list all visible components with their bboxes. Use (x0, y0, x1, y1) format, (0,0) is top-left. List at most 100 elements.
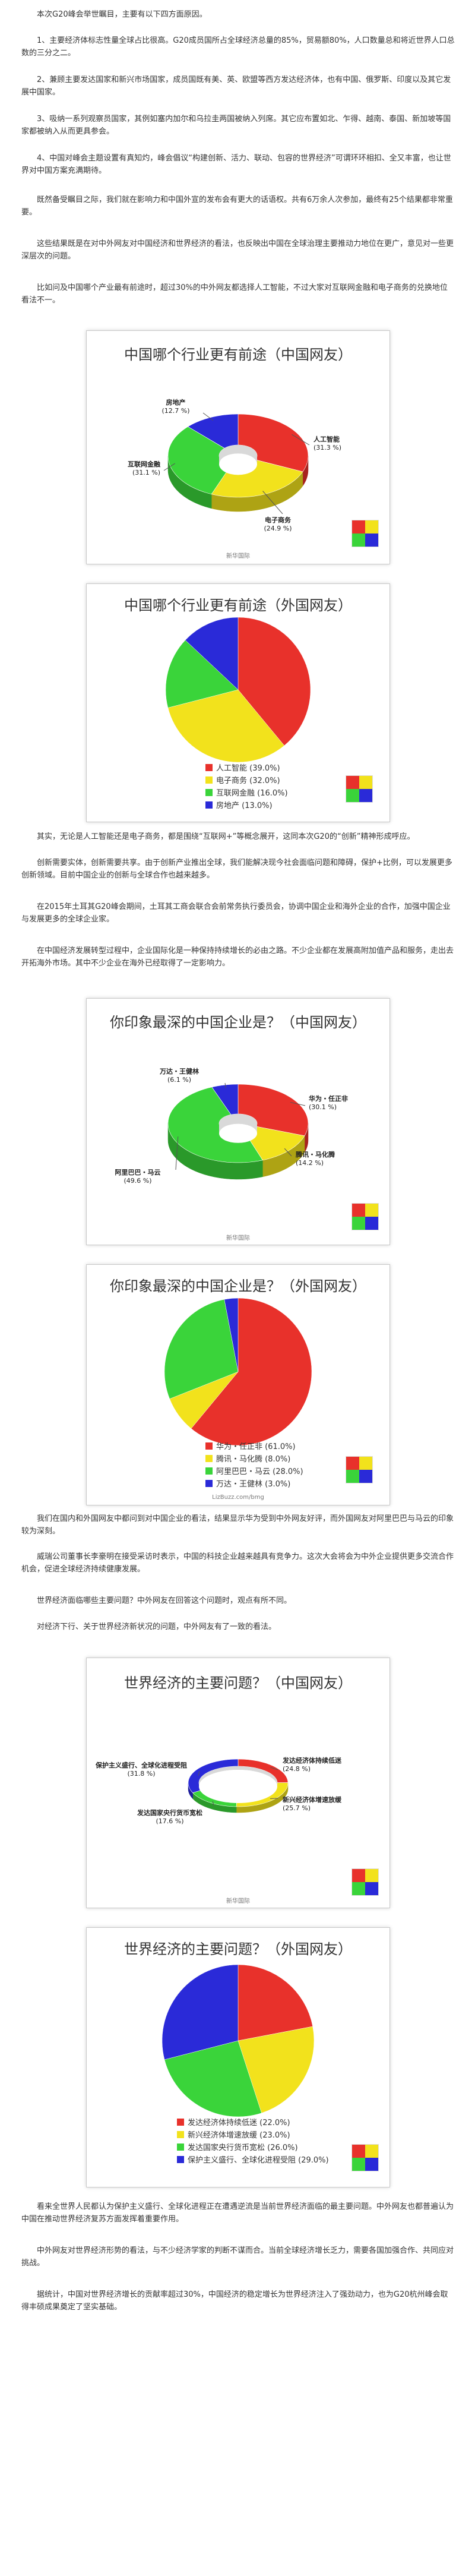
legend-item: 电子商务 (32.0%) (205, 775, 288, 787)
pie-slice (165, 640, 239, 708)
chart-panel: 你印象最深的中国企业是？（外国网友） 华为・任正非 (61.0%) 腾讯・马化腾 … (86, 1264, 390, 1505)
data-label: 新兴经济体增速放缓 (283, 1795, 342, 1804)
pie-slice (238, 1964, 314, 2041)
donut-hole (219, 445, 257, 465)
legend-item: 华为・任正非 (61.0%) (205, 1441, 303, 1453)
legend-swatch (177, 2156, 184, 2163)
pie-slice (224, 1298, 239, 1372)
legend-label: 腾讯・马化腾 (8.0%) (216, 1455, 291, 1464)
callout-line (270, 1767, 278, 1770)
data-label: 腾讯・马化腾 (296, 1150, 335, 1158)
logo-icon (346, 775, 373, 803)
data-label: 万达・王健林 (159, 1067, 199, 1075)
paragraph: 2、兼顾主要发达国家和新兴市场国家，成员国既有美、英、欧盟等西方发达经济体，也有… (21, 75, 451, 97)
legend-swatch (177, 2143, 184, 2151)
paragraph: 威瑞公司董事长李豪明在接受采访时表示，中国的科技企业越来越具有竞争力。这次大会将… (21, 1552, 454, 1574)
legend-swatch (177, 2119, 184, 2126)
chart-source: 新华国际 (226, 1898, 250, 1905)
legend-item: 人工智能 (39.0%) (205, 762, 288, 775)
legend-item: 阿里巴巴・马云 (28.0%) (205, 1466, 303, 1478)
chart-panel: 世界经济的主要问题？（外国网友） 发达经济体持续低迷 (22.0%) 新兴经济体增… (86, 1927, 390, 2187)
legend-swatch (205, 1442, 213, 1450)
callout-line (292, 434, 310, 446)
legend-label: 发达国家央行货币宽松 (26.0%) (188, 2143, 298, 2152)
chart-source: LizBuzz.com/bmg (212, 1494, 264, 1501)
chart-title: 你印象最深的中国企业是？（外国网友） (110, 1278, 366, 1295)
paragraph: 中外网友对世界经济形势的看法，与不少经济学家的判断不谋而合。当前全球经济增长乏力… (21, 2246, 454, 2268)
legend-label: 华为・任正非 (61.0%) (216, 1442, 296, 1451)
callout-line (198, 1770, 200, 1776)
legend-item: 腾讯・马化腾 (8.0%) (205, 1453, 303, 1466)
data-label: 阿里巴巴・马云 (115, 1168, 161, 1176)
chart-panel: 中国哪个行业更有前途（外国网友） 人工智能 (39.0%) 电子商务 (32.0%… (86, 583, 390, 822)
data-label: 华为・任正非 (309, 1094, 348, 1103)
data-label: (31.3 %) (314, 444, 341, 452)
data-label: (31.1 %) (132, 469, 160, 476)
data-label: (49.6 %) (124, 1177, 151, 1185)
chart-svg (162, 1964, 315, 2117)
callout-line (262, 491, 283, 514)
chart-panel: 世界经济的主要问题？（中国网友） 发达经济体持续低迷 (24.8 %) 新兴经济体增… (86, 1658, 390, 1908)
paragraph: 4、中国对峰会主题设置有真知灼，峰会倡议“构建创新、活力、联动、包容的世界经济”… (21, 154, 451, 175)
legend-item: 发达国家央行货币宽松 (26.0%) (177, 2142, 329, 2154)
legend-swatch (205, 789, 213, 796)
donut-hole (199, 1766, 277, 1786)
legend-label: 新兴经济体增速放缓 (23.0%) (188, 2131, 290, 2140)
callout-line (175, 1136, 179, 1170)
chart-legend: 人工智能 (39.0%) 电子商务 (32.0%) 互联网金融 (16.0%) 房地产… (205, 762, 288, 812)
chart-legend: 华为・任正非 (61.0%) 腾讯・马化腾 (8.0%) 阿里巴巴・马云 (28.0… (205, 1441, 303, 1491)
callout-line (202, 412, 214, 421)
legend-item: 房地产 (13.0%) (205, 800, 288, 812)
legend-swatch (205, 764, 213, 771)
data-label: (24.9 %) (264, 525, 292, 532)
callout-line (224, 1082, 226, 1088)
legend-label: 房地产 (13.0%) (216, 801, 273, 810)
paragraph: 本次G20峰会举世瞩目，主要有以下四方面原因。 (37, 10, 207, 19)
chart-svg: 发达经济体持续低迷(24.8 %) 新兴经济体增速放缓(25.7 %) 发达国家央行… (95, 1756, 342, 1825)
paragraph: 对经济下行、关于世界经济新状况的问题，中外网友有了一致的看法。 (37, 1622, 277, 1631)
paragraph: 世界经济面临哪些主要问题？中外网友在回答这个问题时，观点有所不同。 (37, 1596, 292, 1605)
data-label: (17.6 %) (156, 1817, 183, 1825)
data-label: (30.1 %) (309, 1103, 337, 1111)
legend-label: 电子商务 (32.0%) (216, 776, 280, 785)
paragraph: 其实，无论是人工智能还是电子商务，都是围绕“互联网+”等概念展开，这同本次G20… (37, 832, 415, 841)
legend-swatch (205, 1455, 213, 1462)
logo-icon (352, 520, 379, 547)
paragraph: 我们在国内和外国网友中都问到对中国企业的看法，结果显示华为受到中外网友好评，而外… (21, 1514, 454, 1536)
callout-line (163, 463, 175, 471)
data-label: 电子商务 (265, 516, 292, 524)
donut-hole (199, 1770, 277, 1803)
chart-source: 新华国际 (226, 553, 250, 560)
data-label: (24.8 %) (283, 1765, 311, 1773)
chart-panel: 你印象最深的中国企业是？（中国网友） 华为・任正非 (30.1 %) 腾讯・马化腾(… (86, 998, 390, 1245)
pie-slice (238, 2026, 315, 2114)
data-label: 互联网金融 (128, 460, 160, 468)
data-label: (12.7 %) (162, 407, 189, 415)
chart-panel: 中国哪个行业更有前途（中国网友） 人工智能 (31.3 %) 电子商务 (24.9 %… (86, 330, 390, 564)
chart-svg (164, 1298, 312, 1446)
legend-item: 万达・王健林 (3.0%) (205, 1478, 303, 1491)
paragraph: 比如问及中国哪个产业最有前途时，超过30%的中外网友都选择人工智能，不过大家对互… (21, 283, 448, 305)
paragraph: 看来全世界人民都认为保护主义盛行、全球化进程正在遭遇逆流是当前世界经济面临的最主… (21, 2202, 454, 2224)
pie-slice (164, 2040, 262, 2117)
donut-hole (219, 1123, 257, 1143)
legend-swatch (205, 776, 213, 784)
legend-item: 发达经济体持续低迷 (22.0%) (177, 2117, 329, 2129)
paragraph: 1、主要经济体标志性量全球占比很高。G20成员国所占全球经济总量的85%，贸易额… (21, 36, 455, 58)
chart-svg (165, 617, 311, 763)
paragraph: 既然备受瞩目之际，我们就在影响力和中国外宣的发布会有更大的话语权。共有6万余人次… (21, 195, 453, 217)
pie-slice (238, 617, 311, 746)
data-label: (6.1 %) (167, 1076, 191, 1084)
data-label: 发达国家央行货币宽松 (137, 1808, 202, 1817)
legend-item: 新兴经济体增速放缓 (23.0%) (177, 2129, 329, 2142)
pie-slice (164, 1299, 239, 1399)
legend-label: 阿里巴巴・马云 (28.0%) (216, 1467, 303, 1476)
legend-label: 发达经济体持续低迷 (22.0%) (188, 2119, 290, 2127)
paragraph: 在中国经济发展转型过程中，企业国际化是一种保持持续增长的必由之路。不少企业都在发… (21, 946, 454, 968)
logo-icon (352, 1868, 379, 1896)
pie-slice (191, 1298, 312, 1446)
paragraph: 这些结果既是在对中外网友对中国经济和世界经济的看法，也反映出中国在全球治理主要推… (21, 239, 454, 261)
data-label: (14.2 %) (296, 1159, 324, 1167)
legend-swatch (205, 1467, 213, 1475)
